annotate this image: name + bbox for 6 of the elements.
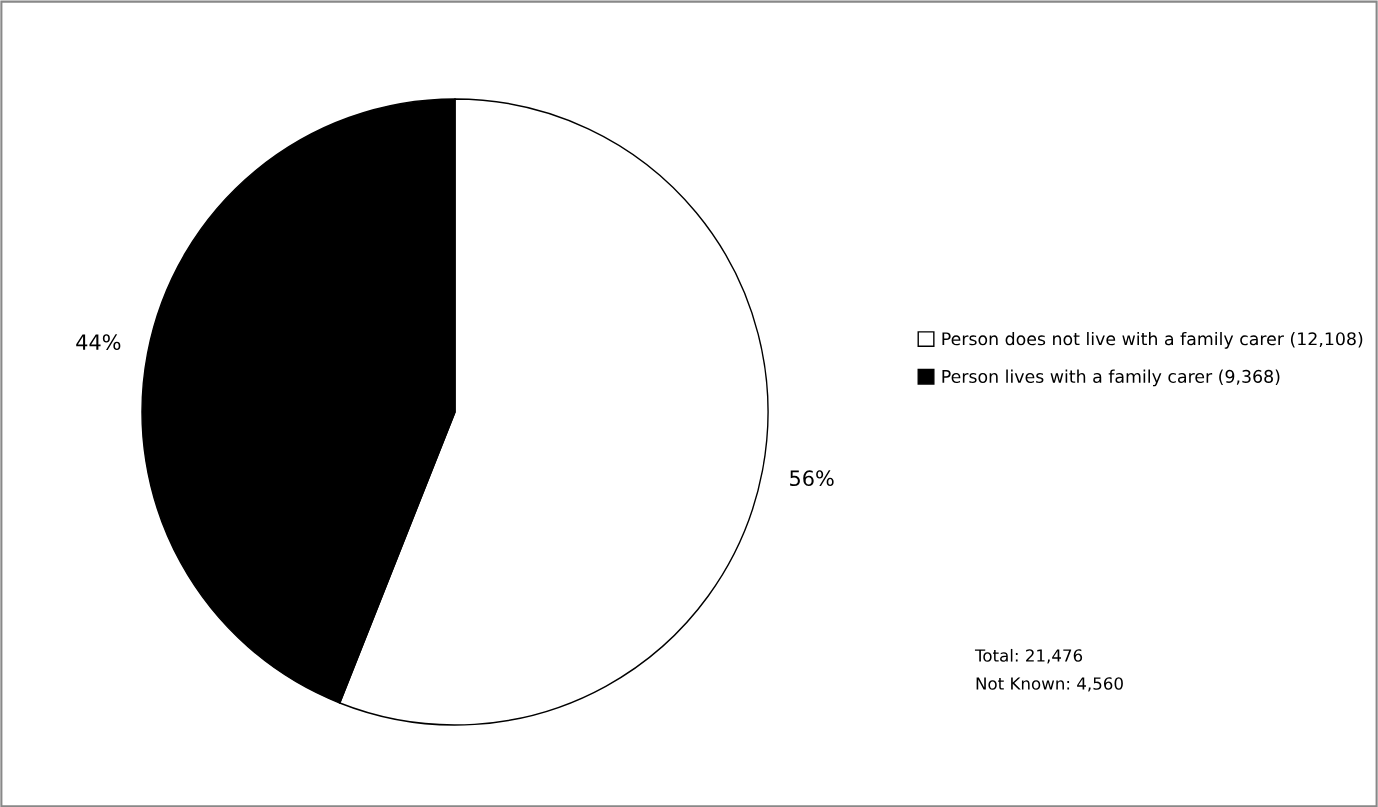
data-label: 44% (76, 334, 121, 351)
text: Not Known: 4,560 (976, 677, 1123, 692)
legend-label: Person lives with a family carer (9,368) (942, 369, 1280, 387)
data-label: 56% (790, 470, 834, 487)
text: Total: 21,476 (974, 648, 1083, 664)
legend-label: Person does not live with a family carer (12,108) (942, 331, 1363, 349)
